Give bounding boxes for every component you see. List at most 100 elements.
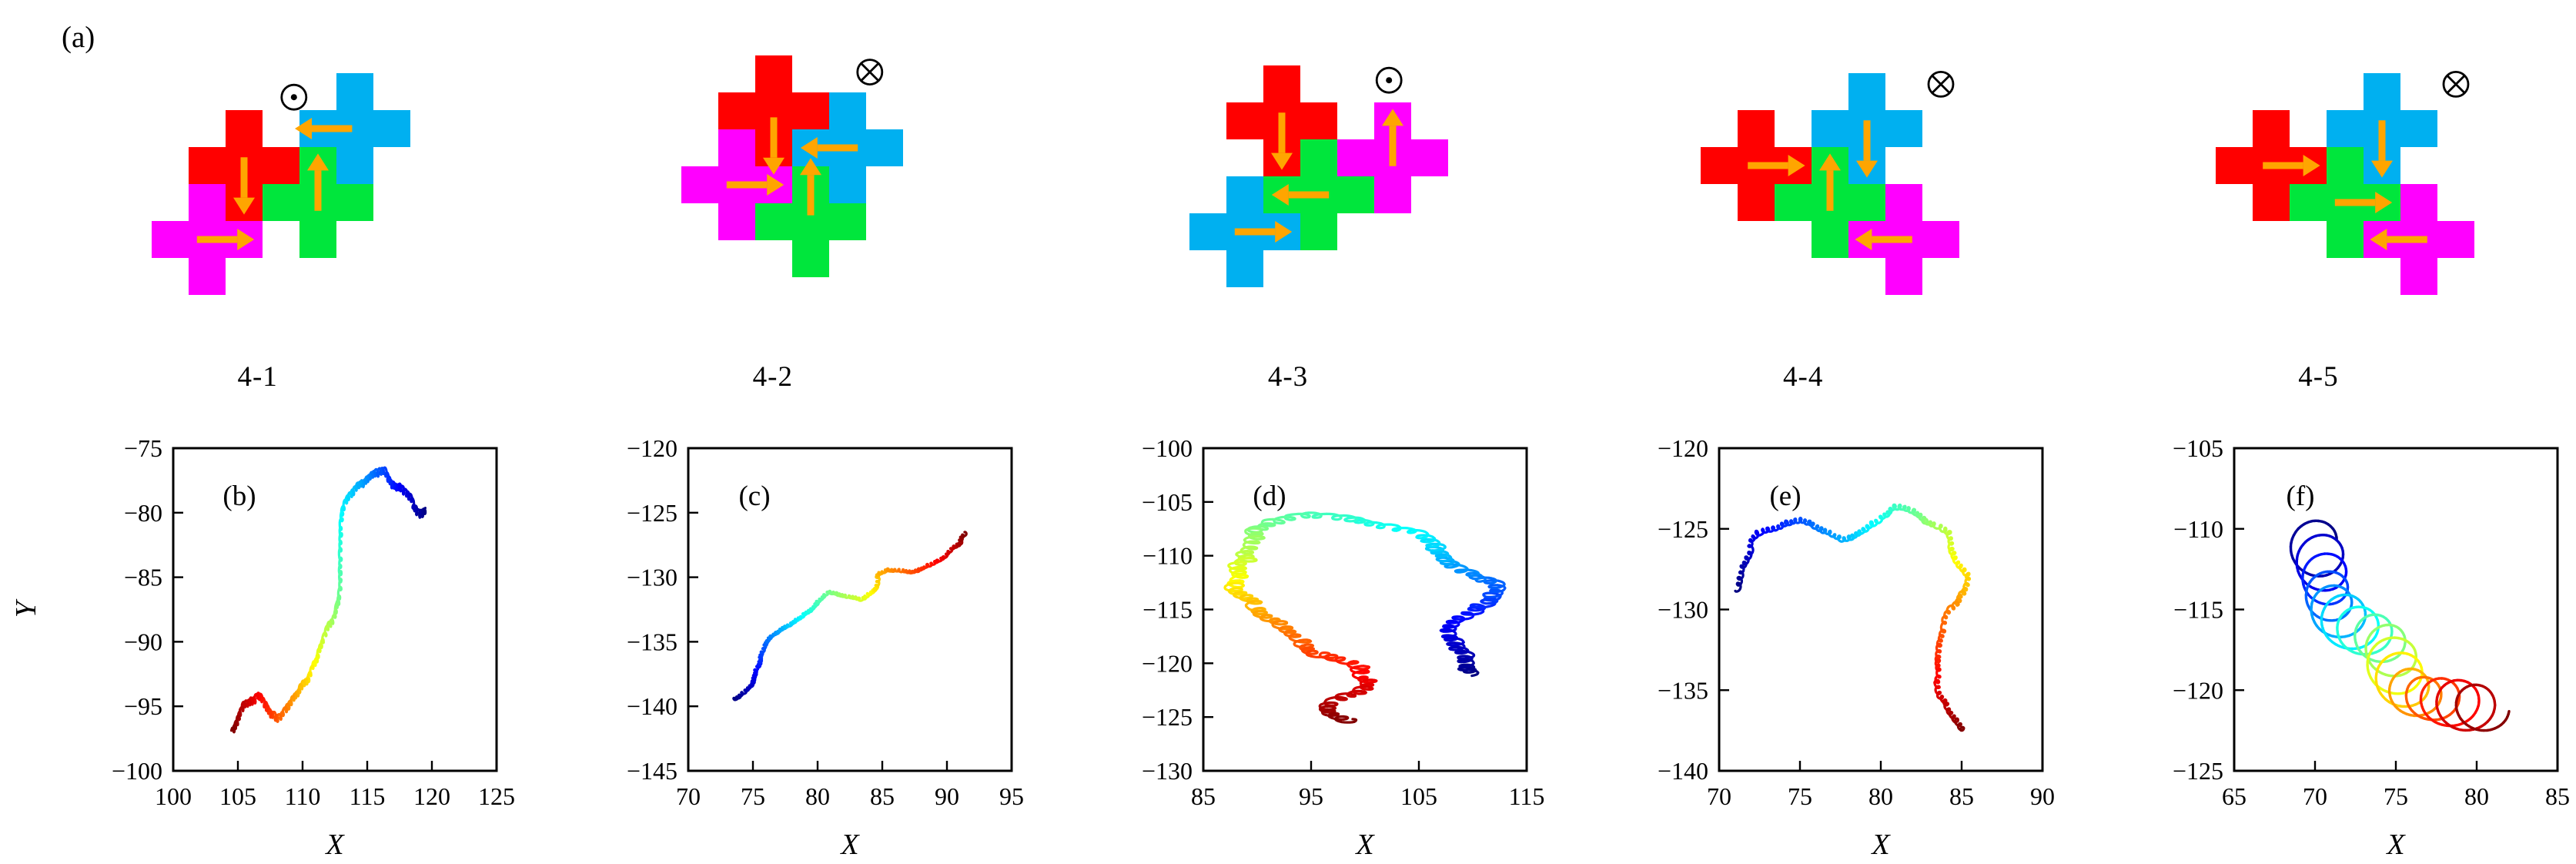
down-arrow-icon: [2371, 120, 2394, 178]
svg-text:80: 80: [805, 782, 830, 810]
left-arrow-icon: [1271, 184, 1330, 206]
plot-frame: [172, 447, 498, 772]
up-arrow-icon: [799, 158, 821, 216]
up-arrow-icon: [1819, 153, 1842, 211]
svg-text:125: 125: [478, 782, 515, 810]
x-axis-ticks: 100 105 110 115 120 125: [155, 761, 515, 810]
left-arrow-icon: [800, 137, 858, 159]
svg-text:100: 100: [155, 782, 192, 810]
cluster-diagram-4-5: [2216, 70, 2475, 295]
green-cross-piece: [754, 166, 866, 277]
svg-text:−105: −105: [1142, 488, 1193, 516]
right-arrow-icon: [2335, 192, 2393, 213]
svg-text:−115: −115: [2173, 596, 2223, 624]
x-axis-label: X: [324, 829, 345, 861]
plot-panel-f: 65 70 75 80 85 −125 −120 −115 −110 −105 (f) X: [2061, 431, 2576, 864]
svg-text:−135: −135: [1658, 676, 1708, 704]
x-axis-label: X: [840, 829, 861, 861]
field-in-icon: [856, 59, 883, 86]
svg-text:105: 105: [219, 782, 256, 810]
down-arrow-icon: [1856, 120, 1878, 178]
svg-text:70: 70: [676, 782, 701, 810]
trajectory-path: [732, 531, 969, 702]
svg-text:75: 75: [1788, 782, 1812, 810]
cluster-name: 4-5: [2298, 361, 2339, 393]
svg-text:−120: −120: [1658, 434, 1708, 462]
y-axis-ticks: −145 −140 −135 −130 −125 −120: [627, 434, 699, 785]
svg-text:80: 80: [2464, 782, 2489, 810]
plot-c: 70 75 80 85 90 95 −145 −140 −135 −130 −125 −120 (c) X: [627, 434, 1024, 861]
cluster-diagram-4-1: [151, 73, 410, 295]
svg-text:−140: −140: [1658, 757, 1708, 785]
svg-text:75: 75: [2384, 782, 2408, 810]
cluster-row: (a) 4-1 4-2 4-3 4-4 4-5: [0, 0, 2576, 431]
trajectory-path: [2289, 519, 2511, 732]
plot-frame: [687, 447, 1013, 772]
svg-text:−120: −120: [1142, 649, 1193, 677]
right-arrow-icon: [2263, 155, 2321, 176]
cluster-diagram-4-4: [1701, 70, 1960, 295]
trajectory-path: [230, 466, 427, 734]
svg-text:90: 90: [2030, 782, 2055, 810]
svg-text:−110: −110: [2173, 515, 2223, 543]
cluster-diagram-4-3: [1189, 65, 1448, 287]
cluster-name: 4-4: [1783, 361, 1824, 393]
x-axis-ticks: 70 75 80 85 90: [1707, 761, 2055, 810]
svg-text:−130: −130: [1658, 596, 1708, 624]
svg-text:85: 85: [2545, 782, 2570, 810]
plot-panel-d: 85 95 105 115 −130 −125 −120 −115 −110 −105 −100 (d…: [1030, 431, 1545, 864]
left-arrow-icon: [2370, 229, 2428, 250]
svg-text:−80: −80: [124, 499, 162, 527]
right-arrow-icon: [196, 229, 254, 250]
svg-text:−100: −100: [112, 757, 162, 785]
right-arrow-icon: [1748, 155, 1805, 176]
field-out-icon: [1375, 66, 1403, 94]
plot-e: 70 75 80 85 90 −140 −135 −130 −125 −120 (e) X: [1658, 434, 2055, 861]
up-arrow-icon: [306, 153, 329, 211]
svg-text:95: 95: [999, 782, 1024, 810]
figure-label-a: (a): [62, 21, 95, 54]
down-arrow-icon: [762, 117, 785, 175]
svg-text:−115: −115: [1143, 596, 1193, 624]
x-axis-ticks: 65 70 75 80 85: [2222, 761, 2570, 810]
y-axis-ticks: −100 −95 −90 −85 −80 −75: [112, 434, 183, 785]
svg-text:−125: −125: [1658, 515, 1708, 543]
trajectory-path: [1734, 503, 1971, 732]
field-in-icon: [1927, 70, 1955, 98]
down-arrow-icon: [1271, 112, 1293, 170]
svg-text:−125: −125: [1142, 703, 1193, 731]
cluster-panel-2: 4-2: [515, 0, 1030, 431]
subplot-label: (c): [739, 481, 771, 512]
trajectory-path: [1223, 511, 1507, 724]
svg-text:85: 85: [1191, 782, 1216, 810]
plot-frame: [2233, 447, 2559, 772]
svg-text:−105: −105: [2173, 434, 2223, 462]
svg-text:−130: −130: [627, 564, 677, 591]
cluster-panel-5: 4-5: [2061, 0, 2576, 431]
svg-text:−120: −120: [627, 434, 677, 462]
down-arrow-icon: [233, 157, 255, 215]
svg-text:95: 95: [1299, 782, 1323, 810]
cluster-panel-3: 4-3: [1030, 0, 1545, 431]
y-axis-ticks: −125 −120 −115 −110 −105: [2173, 434, 2244, 785]
left-arrow-icon: [294, 118, 352, 139]
left-arrow-icon: [1855, 229, 1913, 250]
svg-text:−125: −125: [627, 499, 677, 527]
y-axis-ticks: −140 −135 −130 −125 −120: [1658, 434, 1729, 785]
x-axis-ticks: 85 95 105 115: [1191, 761, 1545, 810]
subplot-label: (d): [1253, 481, 1286, 512]
cluster-diagram-4-2: [681, 55, 903, 277]
svg-text:120: 120: [413, 782, 450, 810]
cluster-name: 4-1: [237, 361, 278, 393]
svg-text:−140: −140: [627, 692, 677, 720]
svg-text:75: 75: [741, 782, 765, 810]
cluster-name: 4-2: [752, 361, 793, 393]
y-axis-label: Y: [10, 598, 42, 618]
svg-text:115: 115: [350, 782, 386, 810]
cyan-cross-piece: [299, 73, 410, 184]
svg-text:−120: −120: [2173, 676, 2223, 704]
svg-text:−110: −110: [1143, 542, 1193, 570]
svg-text:90: 90: [935, 782, 959, 810]
svg-text:−100: −100: [1142, 434, 1193, 462]
svg-text:−85: −85: [124, 564, 162, 591]
